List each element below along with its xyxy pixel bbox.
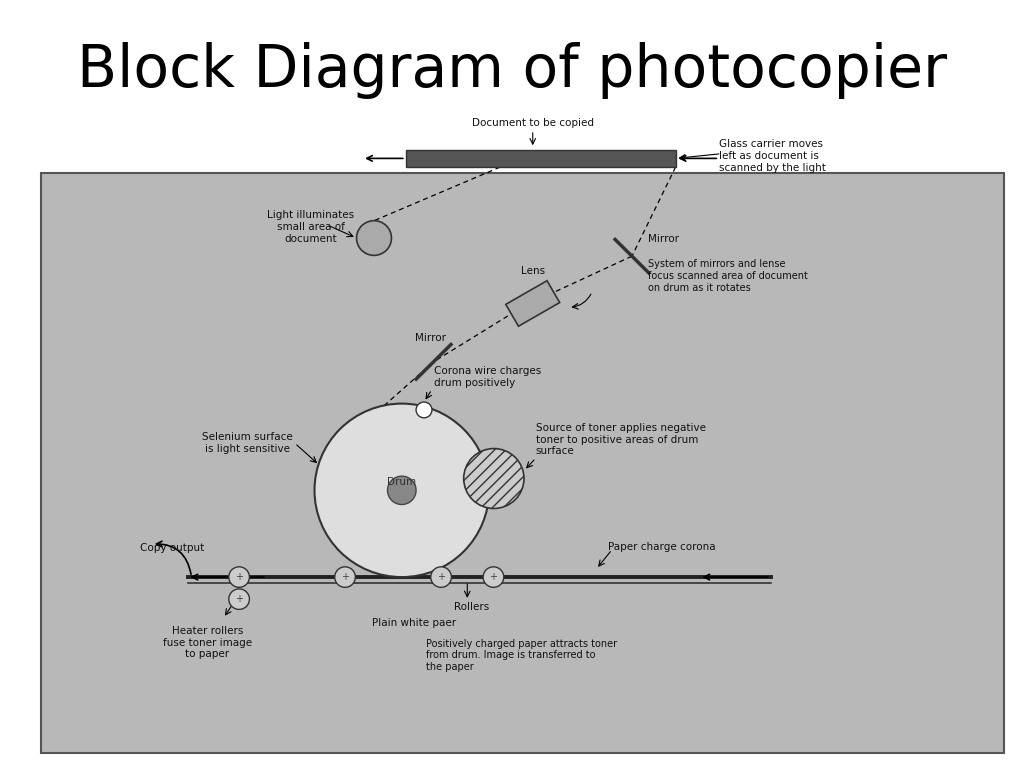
Circle shape [464, 449, 524, 508]
Circle shape [228, 567, 250, 588]
Text: +: + [236, 594, 243, 604]
Circle shape [335, 567, 355, 588]
Text: Block Diagram of photocopier: Block Diagram of photocopier [77, 42, 947, 99]
Bar [406, 150, 676, 167]
Text: Source of toner applies negative
toner to positive areas of drum
surface: Source of toner applies negative toner t… [536, 423, 706, 456]
Text: Paper charge corona: Paper charge corona [608, 542, 716, 552]
Circle shape [228, 589, 250, 609]
Circle shape [483, 567, 504, 588]
Text: Copy output: Copy output [139, 544, 204, 554]
Polygon shape [506, 281, 560, 326]
Text: Lens: Lens [520, 266, 545, 276]
Text: +: + [437, 572, 445, 582]
Text: Corona wire charges
drum positively: Corona wire charges drum positively [433, 366, 541, 388]
Text: +: + [236, 572, 243, 582]
Text: Positively charged paper attracts toner
from drum. Image is transferred to
the p: Positively charged paper attracts toner … [426, 638, 616, 672]
Circle shape [356, 220, 391, 256]
Text: Document to be copied: Document to be copied [472, 118, 594, 127]
Text: Light illuminates
small area of
document: Light illuminates small area of document [267, 210, 354, 243]
Text: Mirror: Mirror [648, 233, 679, 243]
Text: Glass carrier moves
left as document is
scanned by the light: Glass carrier moves left as document is … [719, 140, 826, 173]
Text: +: + [341, 572, 349, 582]
Text: +: + [489, 572, 498, 582]
Circle shape [416, 402, 432, 418]
Circle shape [387, 476, 416, 505]
Text: Drum: Drum [387, 478, 417, 488]
Text: Mirror: Mirror [416, 333, 446, 343]
Text: Heater rollers
fuse toner image
to paper: Heater rollers fuse toner image to paper [163, 626, 252, 659]
Text: Selenium surface
is light sensitive: Selenium surface is light sensitive [202, 432, 293, 454]
Circle shape [431, 567, 452, 588]
Circle shape [314, 404, 489, 577]
Text: Plain white paer: Plain white paer [372, 618, 456, 628]
Text: Rollers: Rollers [454, 602, 488, 612]
Text: System of mirrors and lense
focus scanned area of document
on drum as it rotates: System of mirrors and lense focus scanne… [648, 260, 808, 293]
